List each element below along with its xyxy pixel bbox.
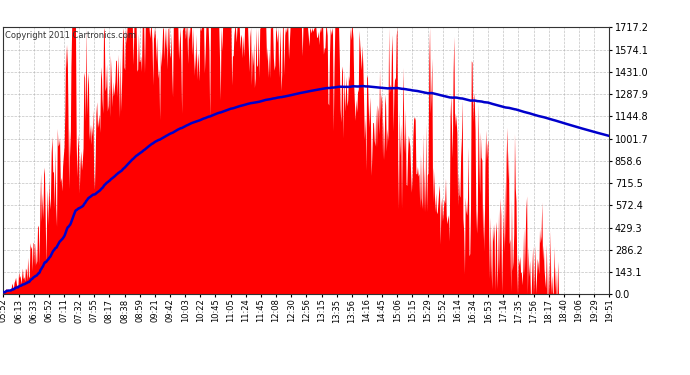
Text: Copyright 2011 Cartronics.com: Copyright 2011 Cartronics.com bbox=[5, 32, 136, 40]
Text: West Array Actual Power (red) & Running Average Power (Watts blue)  Fri Jul 1 20: West Array Actual Power (red) & Running … bbox=[3, 8, 524, 18]
